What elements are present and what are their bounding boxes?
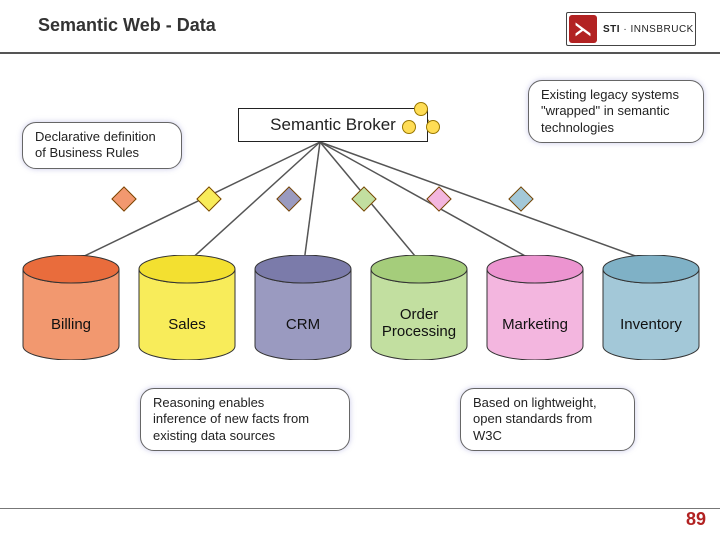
page-title: Semantic Web - Data <box>38 15 216 36</box>
diamond-marker <box>508 186 533 211</box>
footer-divider <box>0 508 720 509</box>
cylinder-label: Marketing <box>486 317 584 334</box>
title-underline <box>0 52 720 54</box>
cylinder: OrderProcessing <box>370 255 468 360</box>
logo-text-sub: · INNSBRUCK <box>620 24 694 35</box>
logo: ⋋ STI · INNSBRUCK <box>566 12 696 46</box>
cylinder-label: Inventory <box>602 317 700 334</box>
semantic-broker-box: Semantic Broker <box>238 108 428 142</box>
diamond-marker <box>351 186 376 211</box>
diamond-marker <box>111 186 136 211</box>
node-icon <box>414 102 428 116</box>
cylinder-label: Sales <box>138 317 236 334</box>
cylinder: Billing <box>22 255 120 360</box>
cylinder: Sales <box>138 255 236 360</box>
logo-text-main: STI <box>603 24 620 35</box>
page-number: 89 <box>686 509 706 530</box>
callout-reasoning: Reasoning enablesinference of new facts … <box>140 388 350 451</box>
cylinder-label: CRM <box>254 317 352 334</box>
diamond-marker <box>276 186 301 211</box>
cylinder-label: OrderProcessing <box>370 307 468 340</box>
diamond-marker <box>196 186 221 211</box>
node-icon <box>426 120 440 134</box>
cylinder: CRM <box>254 255 352 360</box>
cylinder-label: Billing <box>22 317 120 334</box>
logo-text: STI · INNSBRUCK <box>603 24 694 35</box>
diamond-marker <box>426 186 451 211</box>
callout-declarative: Declarative definitionof Business Rules <box>22 122 182 169</box>
callout-wrapped: Existing legacy systems"wrapped" in sema… <box>528 80 704 143</box>
callout-standards: Based on lightweight,open standards from… <box>460 388 635 451</box>
cylinder: Marketing <box>486 255 584 360</box>
person-icon: ⋋ <box>569 15 597 43</box>
node-icon <box>402 120 416 134</box>
cylinder: Inventory <box>602 255 700 360</box>
broker-node-cluster <box>402 102 442 136</box>
